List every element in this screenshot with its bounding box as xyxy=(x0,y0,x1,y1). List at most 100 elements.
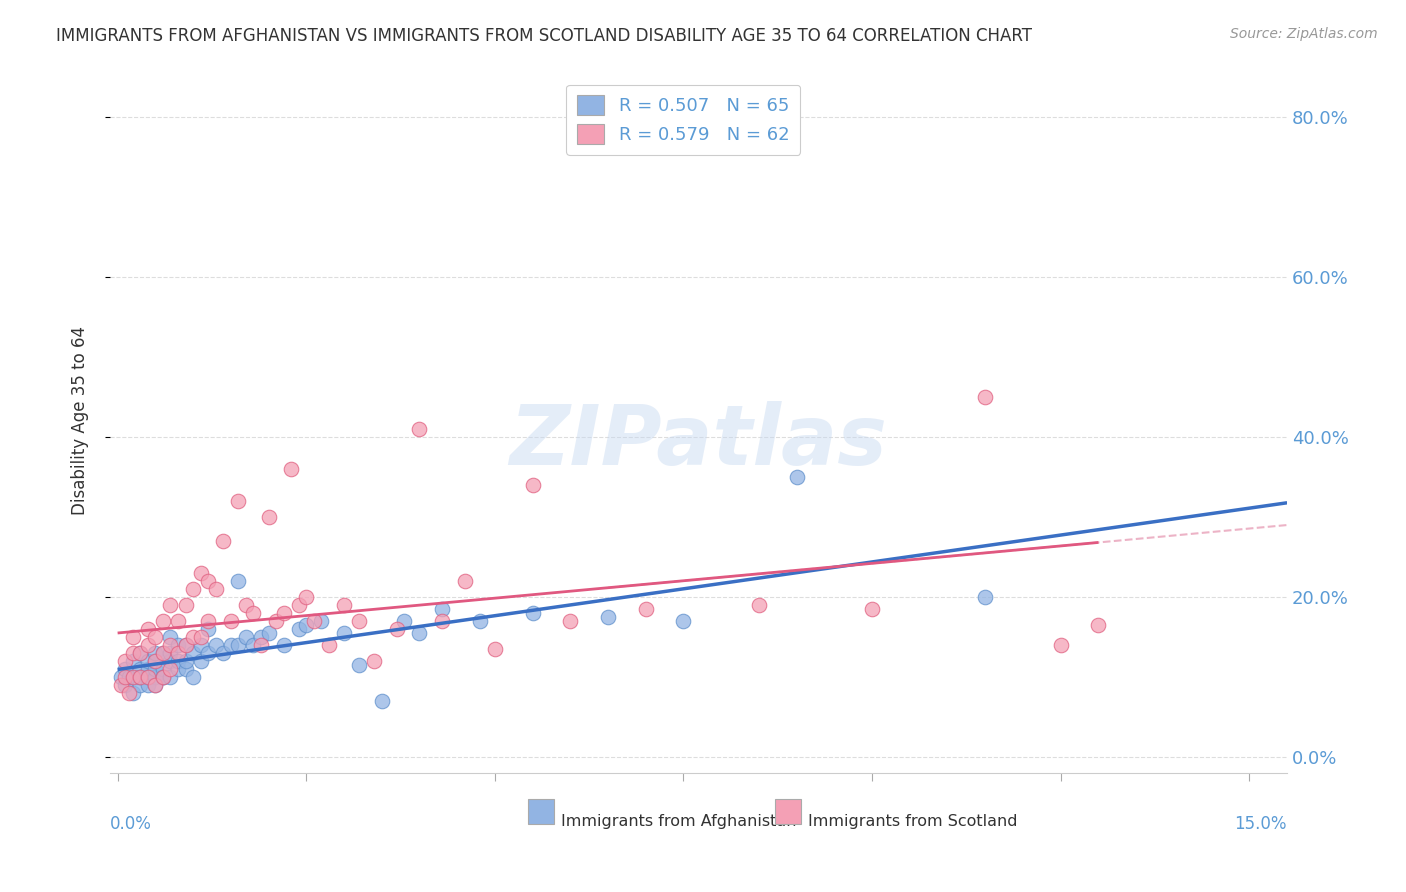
Point xyxy=(273,606,295,620)
Point xyxy=(129,662,152,676)
Point xyxy=(125,670,148,684)
Text: Immigrants from Scotland: Immigrants from Scotland xyxy=(808,814,1018,829)
Point xyxy=(174,654,197,668)
Point xyxy=(273,638,295,652)
Point xyxy=(190,630,212,644)
Point xyxy=(1049,638,1071,652)
Point xyxy=(347,614,370,628)
Point xyxy=(228,494,250,508)
Point xyxy=(129,646,152,660)
Point xyxy=(1087,618,1109,632)
Point xyxy=(152,670,174,684)
Point xyxy=(242,638,264,652)
Point xyxy=(250,630,273,644)
Point xyxy=(114,678,136,692)
Point xyxy=(235,630,257,644)
Point xyxy=(143,662,166,676)
Point xyxy=(136,662,159,676)
Point xyxy=(190,638,212,652)
Point xyxy=(484,642,506,657)
Point xyxy=(287,622,309,636)
Point xyxy=(152,670,174,684)
Point xyxy=(264,614,287,628)
Point xyxy=(408,422,430,436)
Point xyxy=(560,614,582,628)
Point xyxy=(136,654,159,668)
Point xyxy=(522,478,544,492)
Point xyxy=(347,658,370,673)
Point xyxy=(167,638,190,652)
Point xyxy=(181,582,204,596)
Point xyxy=(174,662,197,676)
Point xyxy=(129,646,152,660)
Point xyxy=(143,678,166,692)
Point xyxy=(363,654,385,668)
Point xyxy=(860,602,883,616)
Point xyxy=(143,654,166,668)
Point xyxy=(311,614,333,628)
Point xyxy=(152,646,174,660)
Point xyxy=(228,574,250,588)
Point xyxy=(181,630,204,644)
Point xyxy=(295,618,318,632)
Point xyxy=(129,678,152,692)
Point xyxy=(114,670,136,684)
Point xyxy=(181,670,204,684)
Point xyxy=(333,598,356,612)
Point xyxy=(121,630,143,644)
Point xyxy=(152,670,174,684)
Point xyxy=(295,590,318,604)
Point xyxy=(430,614,453,628)
Point xyxy=(159,662,181,676)
Point xyxy=(136,638,159,652)
Text: 0.0%: 0.0% xyxy=(110,815,152,833)
Point xyxy=(219,614,242,628)
Point xyxy=(159,598,181,612)
Point xyxy=(408,626,430,640)
Point xyxy=(136,622,159,636)
Point xyxy=(121,686,143,700)
Text: ZIPatlas: ZIPatlas xyxy=(509,401,887,483)
Point xyxy=(212,533,235,548)
Point xyxy=(129,670,152,684)
Point xyxy=(118,686,141,700)
Point xyxy=(159,646,181,660)
Point xyxy=(152,614,174,628)
Point xyxy=(143,630,166,644)
Point xyxy=(167,654,190,668)
Point xyxy=(974,590,997,604)
Point xyxy=(430,602,453,616)
Point xyxy=(242,606,264,620)
Point xyxy=(159,638,181,652)
Point xyxy=(219,638,242,652)
Point xyxy=(159,670,181,684)
Point xyxy=(167,614,190,628)
Point xyxy=(257,510,280,524)
Point xyxy=(235,598,257,612)
Point xyxy=(522,606,544,620)
Point xyxy=(136,678,159,692)
Point xyxy=(974,390,997,404)
Point xyxy=(121,654,143,668)
Point xyxy=(280,462,302,476)
Point xyxy=(672,614,695,628)
Point xyxy=(143,670,166,684)
Point xyxy=(468,614,491,628)
Point xyxy=(110,678,132,692)
Point xyxy=(370,694,392,708)
FancyBboxPatch shape xyxy=(775,799,801,824)
Point xyxy=(212,646,235,660)
Point xyxy=(190,654,212,668)
Point xyxy=(257,626,280,640)
Point xyxy=(228,638,250,652)
Point xyxy=(152,646,174,660)
Point xyxy=(287,598,309,612)
Point xyxy=(302,614,325,628)
Point xyxy=(143,654,166,668)
Point xyxy=(114,662,136,676)
Point xyxy=(190,566,212,580)
Point xyxy=(114,654,136,668)
Point xyxy=(121,670,143,684)
Point xyxy=(318,638,340,652)
Text: 15.0%: 15.0% xyxy=(1234,815,1286,833)
